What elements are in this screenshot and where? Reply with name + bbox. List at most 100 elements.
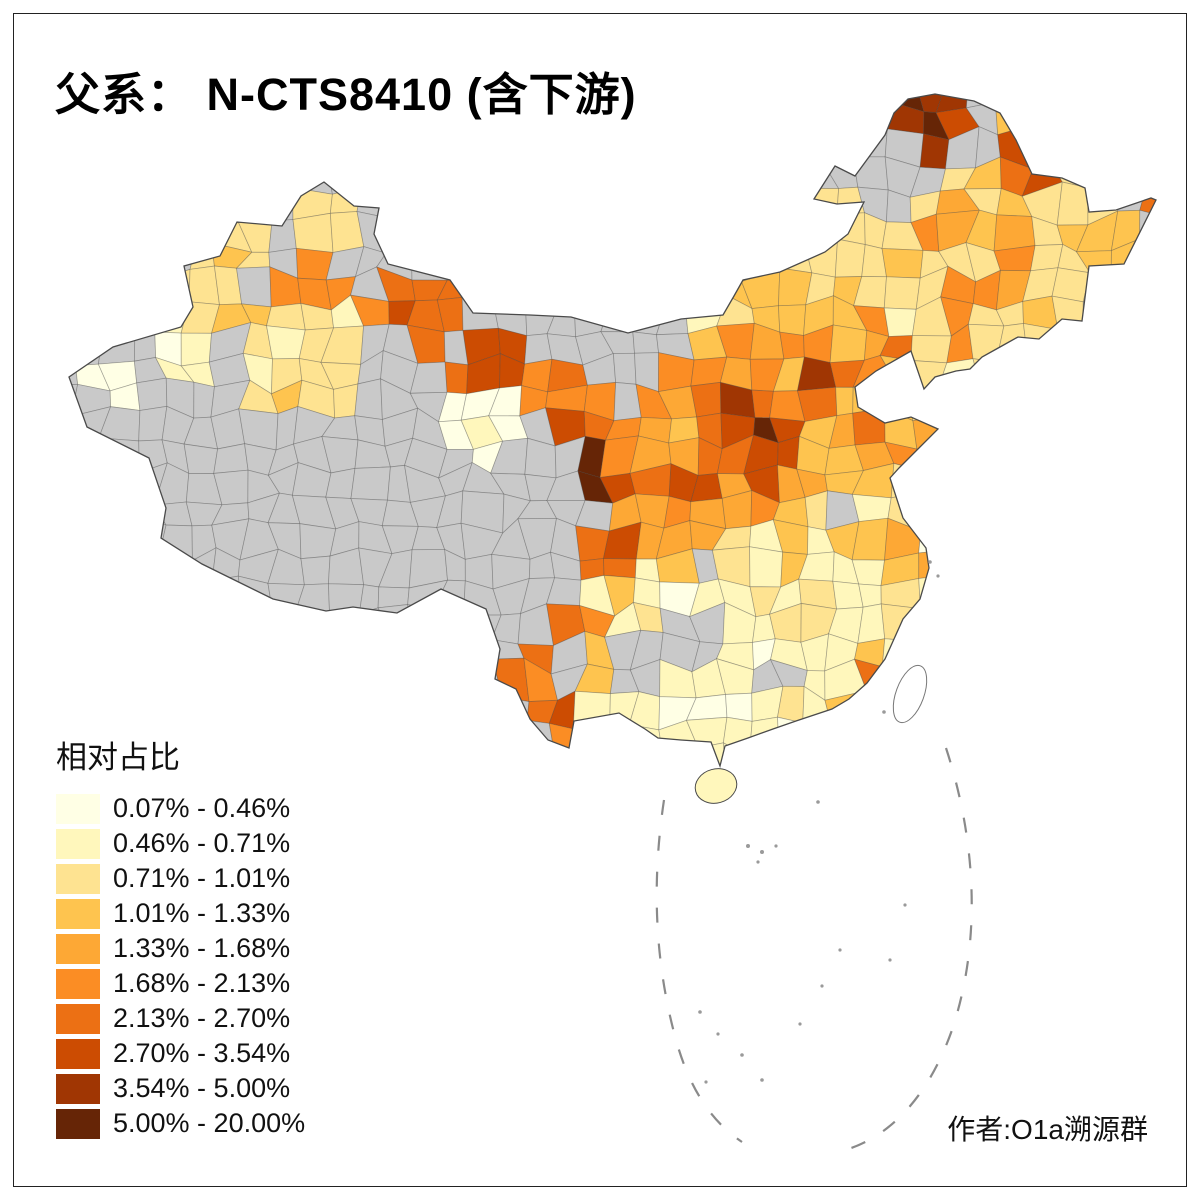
- prefecture-cell: [129, 614, 157, 639]
- prefecture-cell: [69, 689, 73, 729]
- prefecture-cell: [749, 546, 784, 588]
- prefecture-cell: [1139, 209, 1156, 249]
- hainan-island: [694, 768, 738, 804]
- prefecture-cell: [1107, 634, 1145, 673]
- prefecture-cell: [1082, 331, 1120, 360]
- prefecture-cell: [380, 133, 412, 165]
- prefecture-cell: [129, 631, 169, 674]
- prefecture-cell: [96, 517, 133, 562]
- prefecture-cell: [684, 243, 728, 274]
- prefecture-cell: [1107, 752, 1145, 766]
- prefecture-cell: [377, 185, 414, 222]
- prefecture-cell: [69, 220, 83, 243]
- prefecture-cell: [609, 269, 642, 301]
- prefecture-cell: [432, 775, 467, 810]
- prefecture-cell: [714, 803, 756, 840]
- prefecture-cell: [377, 604, 413, 640]
- prefecture-cell: [1106, 300, 1146, 333]
- prefecture-cell: [183, 690, 222, 726]
- prefecture-cell: [545, 212, 582, 255]
- prefecture-cell: [1141, 634, 1156, 672]
- prefecture-cell: [1059, 530, 1083, 553]
- prefecture-cell: [1139, 717, 1156, 756]
- prefecture-cell: [69, 351, 79, 386]
- prefecture-cell: [214, 163, 248, 199]
- prefecture-cell: [1022, 100, 1051, 131]
- prefecture-cell: [1137, 275, 1156, 302]
- prefecture-cell: [74, 268, 112, 310]
- prefecture-cell: [746, 215, 782, 253]
- prefecture-cell: [126, 517, 167, 558]
- prefecture-cell: [829, 773, 864, 810]
- prefecture-cell: [69, 192, 84, 225]
- prefecture-cell: [1139, 556, 1156, 588]
- prefecture-cell: [1075, 132, 1120, 169]
- prefecture-cell: [129, 183, 161, 226]
- prefecture-cell: [219, 129, 250, 170]
- prefecture-cell: [992, 355, 1028, 383]
- prefecture-cell: [518, 270, 561, 303]
- prefecture-cell: [69, 241, 76, 275]
- prefecture-cell: [163, 690, 189, 723]
- prefecture-cell: [997, 783, 1026, 809]
- prefecture-cell: [1137, 524, 1156, 560]
- prefecture-cell: [852, 156, 889, 191]
- prefecture-cell: [305, 665, 333, 698]
- prefecture-cell: [1133, 164, 1156, 194]
- prefecture-cell: [492, 132, 533, 159]
- prefecture-cell: [1019, 603, 1058, 647]
- prefecture-cell: [489, 742, 530, 766]
- prefecture-cell: [95, 629, 138, 674]
- prefecture-cell: [611, 749, 634, 766]
- prefecture-cell: [1113, 586, 1148, 617]
- prefecture-cell: [612, 210, 640, 249]
- prefecture-cell: [1076, 607, 1115, 646]
- prefecture-cell: [1107, 670, 1146, 703]
- prefecture-cell: [181, 575, 224, 616]
- prefecture-cell: [975, 433, 1008, 475]
- prefecture-cell: [555, 126, 582, 168]
- legend-label: 1.01% - 1.33%: [113, 898, 291, 928]
- prefecture-cell: [69, 660, 84, 702]
- prefecture-cell: [1049, 603, 1088, 636]
- prefecture-cell: [407, 749, 448, 766]
- prefecture-cell: [997, 461, 1037, 500]
- prefecture-cell: [1167, 352, 1200, 388]
- prefecture-cell: [771, 804, 804, 836]
- prefecture-cell: [99, 153, 131, 196]
- legend-swatch: [56, 898, 100, 929]
- prefecture-cell: [997, 555, 1027, 582]
- prefecture-cell: [462, 157, 504, 195]
- prefecture-cell: [377, 801, 418, 842]
- prefecture-cell: [723, 181, 755, 226]
- prefecture-cell: [656, 216, 696, 245]
- prefecture-cell: [965, 631, 1008, 667]
- page-title: 父系： N-CTS8410 (含下游): [55, 69, 637, 120]
- prefecture-cell: [180, 332, 212, 367]
- prefecture-cell: [71, 660, 113, 691]
- prefecture-cell: [742, 165, 778, 189]
- prefecture-cell: [432, 609, 473, 644]
- prefecture-cell: [350, 694, 390, 721]
- prefecture-cell: [578, 247, 614, 271]
- prefecture-cell: [838, 104, 863, 134]
- prefecture-cell: [407, 604, 435, 644]
- prefecture-cell: [910, 335, 952, 364]
- prefecture-cell: [742, 128, 777, 171]
- prefecture-cell: [1104, 385, 1139, 422]
- prefecture-cell: [964, 498, 1005, 533]
- prefecture-cell: [690, 94, 727, 113]
- prefecture-cell: [238, 184, 275, 224]
- prefecture-cell: [185, 163, 221, 199]
- prefecture-cell: [70, 496, 108, 533]
- prefecture-cell: [796, 810, 839, 842]
- prefecture-cell: [1142, 94, 1156, 112]
- prefecture-cell: [864, 802, 891, 841]
- prefecture-cell: [266, 302, 306, 331]
- prefecture-cell: [134, 294, 157, 333]
- prefecture-cell: [1085, 413, 1108, 447]
- prefecture-cell: [1076, 583, 1115, 617]
- prefecture-cell: [802, 722, 832, 756]
- prefecture-cell: [1139, 802, 1172, 834]
- prefecture-cell: [407, 801, 435, 842]
